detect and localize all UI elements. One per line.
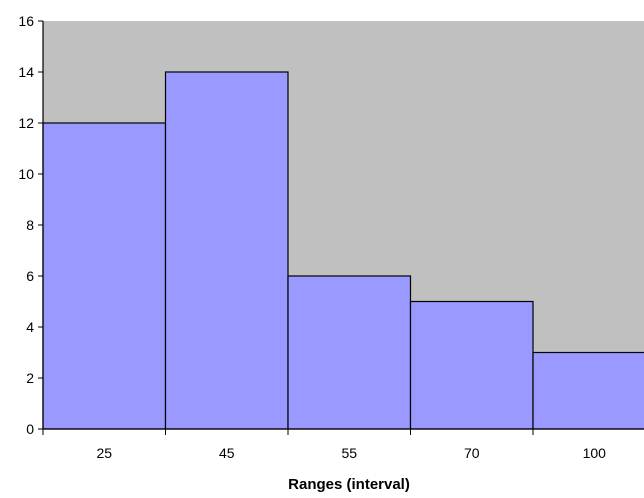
x-axis-title: Ranges (interval): [288, 476, 410, 493]
x-tick-label: 100: [583, 445, 607, 461]
bar-70: [409, 300, 534, 430]
y-tick-label: 16: [18, 13, 34, 29]
y-tick-label: 2: [26, 370, 34, 386]
bar-25: [42, 122, 167, 430]
bar-45: [164, 71, 289, 430]
x-tick-label: 55: [341, 445, 357, 461]
x-tick-label: 25: [96, 445, 112, 461]
y-tick-label: 14: [18, 64, 34, 80]
bar-100: [532, 351, 644, 430]
y-tick-label: 10: [18, 166, 34, 182]
x-tick-label: 45: [219, 445, 235, 461]
x-axis-ticks: 25 45 55 70 100: [42, 429, 607, 461]
y-tick-label: 6: [26, 268, 34, 284]
y-axis-ticks: 0 2 4 6 8 10 12 14 16: [18, 13, 43, 437]
bars-group: [42, 71, 644, 430]
bar-55: [287, 275, 412, 430]
y-tick-label: 12: [18, 115, 34, 131]
y-tick-label: 0: [26, 421, 34, 437]
x-tick-label: 70: [464, 445, 480, 461]
y-tick-label: 8: [26, 217, 34, 233]
y-tick-label: 4: [26, 319, 34, 335]
